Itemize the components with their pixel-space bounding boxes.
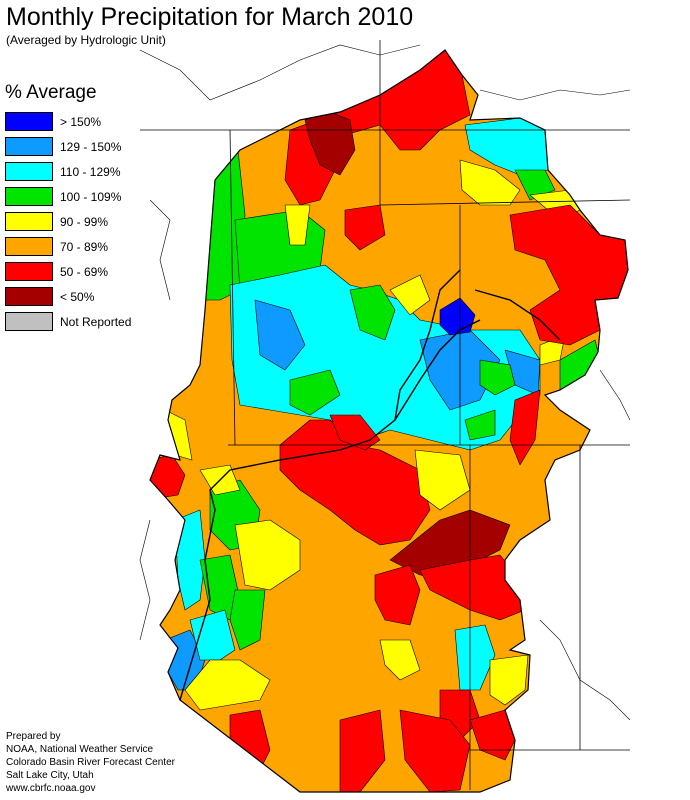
legend-item: 90 - 99% (5, 209, 155, 234)
basin-region (509, 389, 541, 466)
legend-swatch (5, 262, 53, 281)
basin-boundary (149, 49, 629, 793)
basin-region (284, 204, 311, 246)
legend-item: 129 - 150% (5, 134, 155, 159)
legend-items: > 150% 129 - 150% 110 - 129% 100 - 109% 90 -… (5, 109, 155, 334)
legend: % Average > 150% 129 - 150% 110 - 129% 100 … (5, 82, 155, 334)
basin-region (229, 589, 266, 651)
legend-label: 129 - 150% (60, 139, 122, 154)
basin-region (234, 519, 301, 591)
rivers (179, 269, 561, 701)
credit-line: Prepared by (6, 731, 61, 742)
state-boundaries (140, 40, 631, 790)
basin-region (254, 299, 306, 371)
legend-item: 70 - 89% (5, 234, 155, 259)
legend-label: 100 - 109% (60, 189, 122, 204)
credit-line: NOAA, National Weather Service (6, 744, 154, 755)
legend-label: 70 - 89% (60, 239, 109, 254)
basin-region (464, 409, 496, 441)
outer-boundaries (139, 44, 631, 721)
basin-region (349, 284, 396, 341)
basin-region (399, 709, 471, 792)
legend-label: < 50% (60, 289, 95, 304)
basin-region (344, 204, 386, 251)
legend-item: Not Reported (5, 309, 155, 334)
basin-region (489, 654, 529, 706)
basin-region (414, 449, 471, 511)
map-title: Monthly Precipitation for March 2010 (6, 3, 414, 31)
basin-region (454, 624, 496, 691)
basin-region (419, 554, 526, 621)
legend-swatch (5, 237, 53, 256)
credit-line: Salt Lake City, Utah (6, 770, 94, 781)
legend-swatch (5, 212, 53, 231)
legend-swatch (5, 187, 53, 206)
legend-label: 90 - 99% (60, 214, 109, 229)
basin-region (389, 274, 431, 316)
legend-swatch (5, 287, 53, 306)
legend-label: Not Reported (60, 314, 132, 329)
map-subtitle: (Averaged by Hydrologic Unit) (6, 33, 166, 47)
legend-label: 50 - 69% (60, 264, 109, 279)
credit-line: Colorado Basin River Forecast Center (6, 757, 175, 768)
basin-region (459, 159, 521, 206)
legend-title: % Average (5, 82, 97, 103)
basin-region (374, 564, 421, 626)
basin-region (289, 369, 341, 416)
legend-item: < 50% (5, 284, 155, 309)
legend-item: 50 - 69% (5, 259, 155, 284)
basin-regions (150, 50, 628, 792)
legend-item: 100 - 109% (5, 184, 155, 209)
basin-region (479, 359, 516, 396)
legend-swatch (5, 112, 53, 131)
basin-region (379, 639, 421, 681)
basin-region (339, 709, 386, 792)
legend-label: 110 - 129% (60, 164, 121, 179)
legend-swatch (5, 162, 53, 181)
credit-line: www.cbrfc.noaa.gov (6, 783, 96, 794)
legend-item: > 150% (5, 109, 155, 134)
legend-swatch (5, 312, 53, 331)
credits: Prepared by NOAA, National Weather Servi… (6, 730, 175, 795)
legend-swatch (5, 137, 53, 156)
basin-region (514, 169, 556, 201)
basin-region (184, 659, 271, 711)
legend-item: 110 - 129% (5, 159, 155, 184)
legend-label: > 150% (60, 114, 102, 129)
basin-region (189, 609, 236, 661)
